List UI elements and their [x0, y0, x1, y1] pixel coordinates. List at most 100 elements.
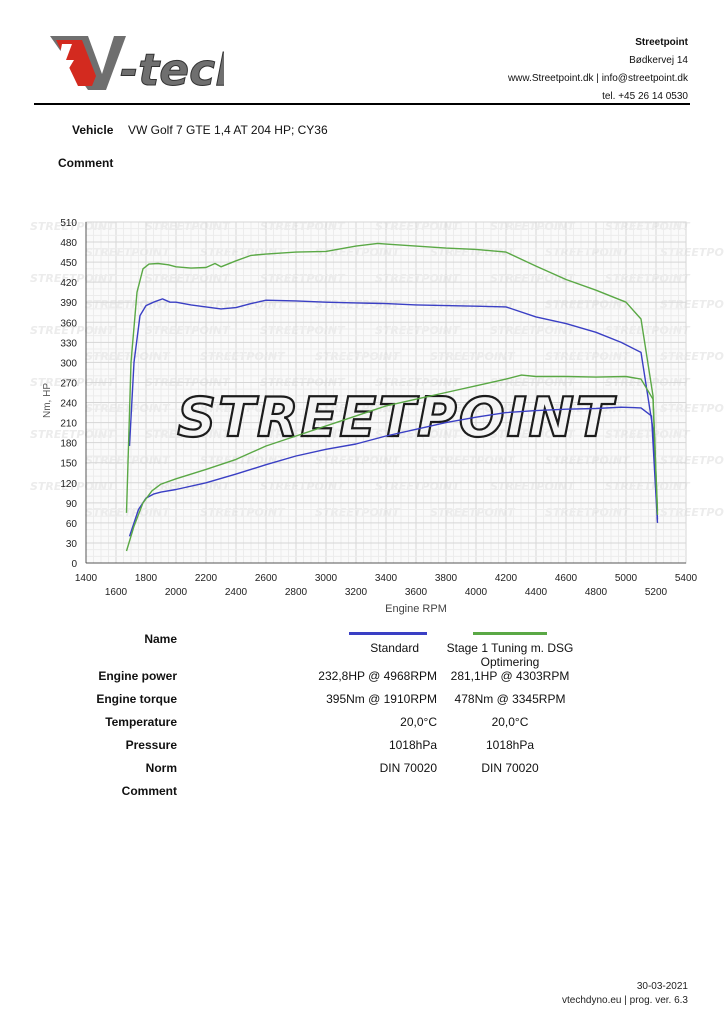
x-tick-label: 2600: [255, 573, 278, 584]
series-line-3: [125, 374, 659, 552]
x-tick-label: 2800: [285, 587, 308, 598]
x-tick-label: 1800: [135, 573, 158, 584]
watermark-tile: STREETPOINT: [430, 506, 516, 519]
tuned-comment-value: [445, 784, 575, 807]
results-table: Name Standard Stage 1 Tuning m. DSG Opti…: [40, 632, 575, 807]
x-axis-label: Engine RPM: [385, 603, 447, 615]
watermark-tile: STREETPOINT: [85, 402, 171, 415]
standard-comment-value: [177, 784, 445, 807]
streetpoint-watermark: STREETPOINT: [177, 386, 617, 449]
row-label: Pressure: [125, 738, 177, 752]
y-axis-label: Nm, HP: [42, 383, 53, 418]
y-tick-label: 180: [60, 439, 77, 450]
watermark-tile: STREETPOINT: [490, 428, 576, 441]
watermark-tile: STREETPOINT: [145, 324, 231, 337]
tuned-temperature-value: 20,0°C: [491, 715, 529, 729]
x-tick-label: 2400: [225, 587, 248, 598]
company-info: Streetpoint Bødkervej 14 www.Streetpoint…: [508, 34, 688, 106]
company-phone: tel. +45 26 14 0530: [602, 91, 688, 102]
y-tick-label: 90: [66, 499, 78, 510]
watermark-tile: STREETPOINT: [30, 324, 116, 337]
watermark-tile: STREETPOINT: [315, 298, 401, 311]
y-tick-label: 330: [60, 338, 77, 349]
x-tick-label: 1600: [105, 587, 128, 598]
watermark-tile: STREETPOINT: [660, 298, 724, 311]
y-tick-label: 60: [66, 519, 78, 530]
watermark-tile: STREETPOINT: [315, 350, 401, 363]
y-tick-label: 480: [60, 238, 77, 249]
watermark-tile: STREETPOINT: [660, 402, 724, 415]
watermark-tile: STREETPOINT: [660, 454, 724, 467]
watermark-tile: STREETPOINT: [430, 402, 516, 415]
x-tick-label: 4800: [585, 587, 608, 598]
results-row-temperature: Temperature 20,0°C 20,0°C: [40, 715, 575, 738]
y-tick-label: 300: [60, 358, 77, 369]
y-tick-label: 390: [60, 298, 77, 309]
legend-line-standard: [349, 632, 427, 635]
standard-temperature-value: 20,0°C: [400, 715, 437, 729]
watermark-tile: STREETPOINT: [660, 350, 724, 363]
watermark-tile: STREETPOINT: [490, 324, 576, 337]
x-tick-label: 1400: [75, 573, 98, 584]
results-row-pressure: Pressure 1018hPa 1018hPa: [40, 738, 575, 761]
watermark-tile: STREETPOINT: [375, 324, 461, 337]
watermark-tile: STREETPOINT: [660, 246, 724, 259]
vtech-logo: -tech: [50, 36, 224, 96]
x-tick-label: 4600: [555, 573, 578, 584]
standard-pressure-value: 1018hPa: [388, 738, 437, 752]
watermark-tile: STREETPOINT: [375, 480, 461, 493]
row-label: Temperature: [105, 715, 177, 729]
series-name-standard: Standard: [370, 641, 419, 655]
vehicle-value: VW Golf 7 GTE 1,4 AT 204 HP; CY36: [128, 123, 328, 137]
series-line-0: [128, 298, 659, 520]
y-tick-label: 210: [60, 419, 77, 430]
x-tick-label: 3400: [375, 573, 398, 584]
x-tick-label: 4000: [465, 587, 488, 598]
y-tick-label: 450: [60, 258, 77, 269]
results-row-name: Name Standard Stage 1 Tuning m. DSG Opti…: [40, 632, 575, 669]
series-line-2: [125, 242, 659, 515]
logo-bolt: [58, 44, 74, 80]
x-tick-label: 3600: [405, 587, 428, 598]
x-tick-label: 4400: [525, 587, 548, 598]
results-row-comment: Comment: [40, 784, 575, 807]
company-web-email: www.Streetpoint.dk | info@streetpoint.dk: [507, 73, 688, 84]
y-tick-label: 150: [60, 459, 77, 470]
watermark-tile: STREETPOINT: [490, 220, 576, 233]
series-line-1: [128, 406, 659, 537]
y-tick-label: 240: [60, 399, 77, 410]
x-tick-label: 3200: [345, 587, 368, 598]
y-tick-label: 0: [71, 559, 77, 570]
header-divider: [34, 103, 690, 105]
y-tick-label: 30: [66, 539, 78, 550]
watermark-tile: STREETPOINT: [85, 506, 171, 519]
watermark-tile: STREETPOINT: [30, 376, 116, 389]
watermark-tile: STREETPOINT: [315, 454, 401, 467]
watermark-tile: STREETPOINT: [430, 454, 516, 467]
results-row-norm: Norm DIN 70020 DIN 70020: [40, 761, 575, 784]
standard-torque-value: 395Nm @ 1910RPM: [326, 692, 437, 706]
watermark-tile: STREETPOINT: [30, 428, 116, 441]
watermark-tile: STREETPOINT: [85, 298, 171, 311]
y-tick-label: 360: [60, 318, 77, 329]
x-tick-label: 5000: [615, 573, 638, 584]
x-tick-label: 3800: [435, 573, 458, 584]
software-version: vtechdyno.eu | prog. ver. 6.3: [561, 995, 688, 1006]
legend-line-tuned: [473, 632, 547, 635]
footer: 30-03-2021 vtechdyno.eu | prog. ver. 6.3: [562, 980, 688, 1008]
row-label: Engine power: [98, 669, 177, 683]
y-tick-label: 120: [60, 479, 77, 490]
watermark-tile: STREETPOINT: [430, 298, 516, 311]
tuned-torque-value: 478Nm @ 3345RPM: [454, 692, 566, 706]
watermark-tile: STREETPOINT: [430, 350, 516, 363]
results-row-torque: Engine torque 395Nm @ 1910RPM 478Nm @ 33…: [40, 692, 575, 715]
watermark-tile: STREETPOINT: [85, 246, 171, 259]
watermark-tile: STREETPOINT: [145, 272, 231, 285]
watermark-tile: STREETPOINT: [375, 220, 461, 233]
watermark-tile: STREETPOINT: [315, 246, 401, 259]
company-address: Bødkervej 14: [629, 55, 688, 66]
tuned-pressure-value: 1018hPa: [485, 738, 535, 752]
watermark-tile: STREETPOINT: [145, 220, 231, 233]
results-row-power: Engine power 232,8HP @ 4968RPM 281,1HP @…: [40, 669, 575, 692]
row-label: Engine torque: [96, 692, 177, 706]
